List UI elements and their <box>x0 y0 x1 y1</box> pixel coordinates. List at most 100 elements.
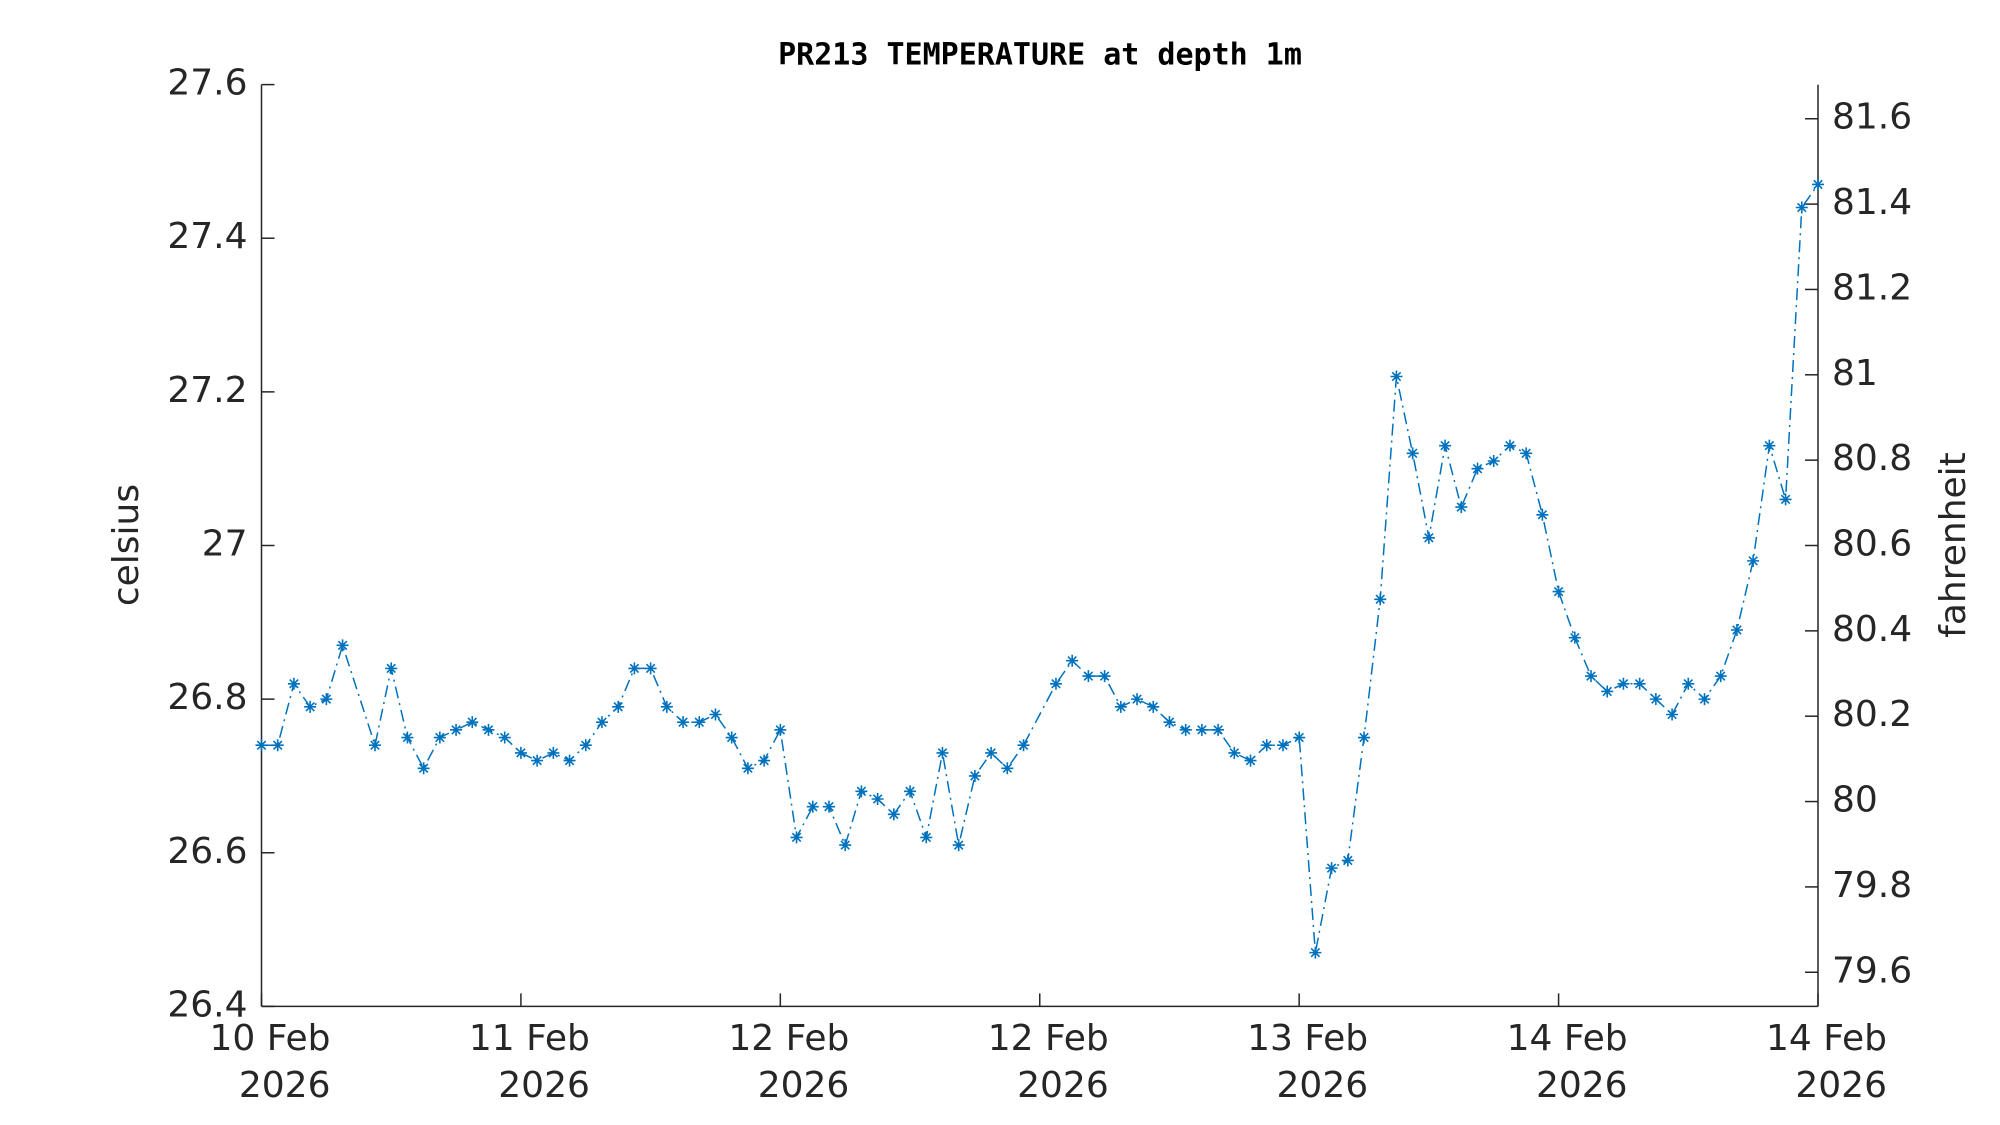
data-point <box>1779 493 1792 506</box>
data-point <box>985 746 998 759</box>
data-point <box>936 746 949 759</box>
data-point <box>1179 723 1192 736</box>
data-point <box>1017 739 1030 752</box>
y-tick-label: 26.8 <box>167 677 247 718</box>
data-point <box>1325 862 1338 875</box>
data-point <box>1682 677 1695 690</box>
data-point <box>1714 670 1727 683</box>
data-point <box>385 662 398 675</box>
x-tick-label: 11 Feb 2026 <box>469 1018 590 1106</box>
data-point <box>1114 700 1127 713</box>
y2-tick-label: 80 <box>1832 780 1878 821</box>
data-point <box>1066 654 1079 667</box>
data-point <box>563 754 576 767</box>
data-point <box>1228 746 1241 759</box>
data-point <box>547 746 560 759</box>
data-point <box>1390 370 1403 383</box>
data-point <box>968 769 981 782</box>
x-tick-label: 12 Feb 2026 <box>728 1018 849 1106</box>
y2-tick-label: 81.6 <box>1832 97 1912 138</box>
data-point <box>1358 731 1371 744</box>
data-point <box>952 839 965 852</box>
y2-tick-label: 81.4 <box>1832 182 1912 223</box>
y2-tick-label: 80.4 <box>1832 609 1912 650</box>
data-point <box>677 716 690 729</box>
y-tick-label: 27 <box>202 524 248 565</box>
data-point <box>1633 677 1646 690</box>
data-point <box>790 831 803 844</box>
data-point <box>531 754 544 767</box>
data-point <box>1341 854 1354 867</box>
data-point <box>1795 201 1808 214</box>
y-tick-label: 27.6 <box>167 63 247 104</box>
data-point <box>1503 439 1516 452</box>
data-point <box>1406 447 1419 460</box>
data-point <box>1649 693 1662 706</box>
data-point <box>839 839 852 852</box>
data-point <box>758 754 771 767</box>
data-point <box>660 700 673 713</box>
y2-tick-label: 80.6 <box>1832 524 1912 565</box>
data-point <box>725 731 738 744</box>
data-point <box>255 739 268 752</box>
data-point <box>336 639 349 652</box>
data-point <box>287 677 300 690</box>
data-point <box>920 831 933 844</box>
data-point <box>855 785 868 798</box>
data-point <box>1455 501 1468 514</box>
data-point <box>644 662 657 675</box>
data-point <box>806 800 819 813</box>
y-tick-label: 27.4 <box>167 216 247 257</box>
data-point <box>612 700 625 713</box>
data-point <box>320 693 333 706</box>
data-point <box>1487 455 1500 468</box>
data-point <box>1309 946 1322 959</box>
data-point <box>871 792 884 805</box>
data-point <box>1374 593 1387 606</box>
data-point <box>1260 739 1273 752</box>
data-point <box>1439 439 1452 452</box>
data-point <box>514 746 527 759</box>
y-tick-label: 26.4 <box>167 984 247 1025</box>
data-point <box>482 723 495 736</box>
data-point <box>1163 716 1176 729</box>
x-tick-label: 13 Feb 2026 <box>1247 1018 1368 1106</box>
data-point <box>1747 554 1760 567</box>
data-point <box>498 731 511 744</box>
data-point <box>1666 708 1679 721</box>
data-point <box>822 800 835 813</box>
data-point <box>368 739 381 752</box>
y2-tick-label: 79.6 <box>1832 950 1912 991</box>
data-point <box>401 731 414 744</box>
y2-tick-label: 79.8 <box>1832 865 1912 906</box>
data-point <box>1730 623 1743 636</box>
data-point <box>1195 723 1208 736</box>
data-point <box>1147 700 1160 713</box>
y2-axis-label: fahrenheit <box>1933 452 1974 638</box>
data-point <box>1617 677 1630 690</box>
data-point <box>1568 631 1581 644</box>
data-point <box>1552 585 1565 598</box>
data-point <box>466 716 479 729</box>
data-point <box>1082 670 1095 683</box>
data-point <box>595 716 608 729</box>
data-point <box>433 731 446 744</box>
data-point <box>417 762 430 775</box>
data-point <box>741 762 754 775</box>
data-point <box>271 739 284 752</box>
y2-tick-label: 81 <box>1832 353 1878 394</box>
data-point <box>774 723 787 736</box>
data-point <box>1244 754 1257 767</box>
data-point <box>1422 531 1435 544</box>
data-point <box>1001 762 1014 775</box>
y2-tick-label: 80.2 <box>1832 694 1912 735</box>
data-point <box>1131 693 1144 706</box>
chart-title: PR213 TEMPERATURE at depth 1m <box>778 38 1302 73</box>
data-point <box>709 708 722 721</box>
data-point <box>1212 723 1225 736</box>
y-tick-label: 26.6 <box>167 831 247 872</box>
data-point <box>1763 439 1776 452</box>
data-point <box>904 785 917 798</box>
